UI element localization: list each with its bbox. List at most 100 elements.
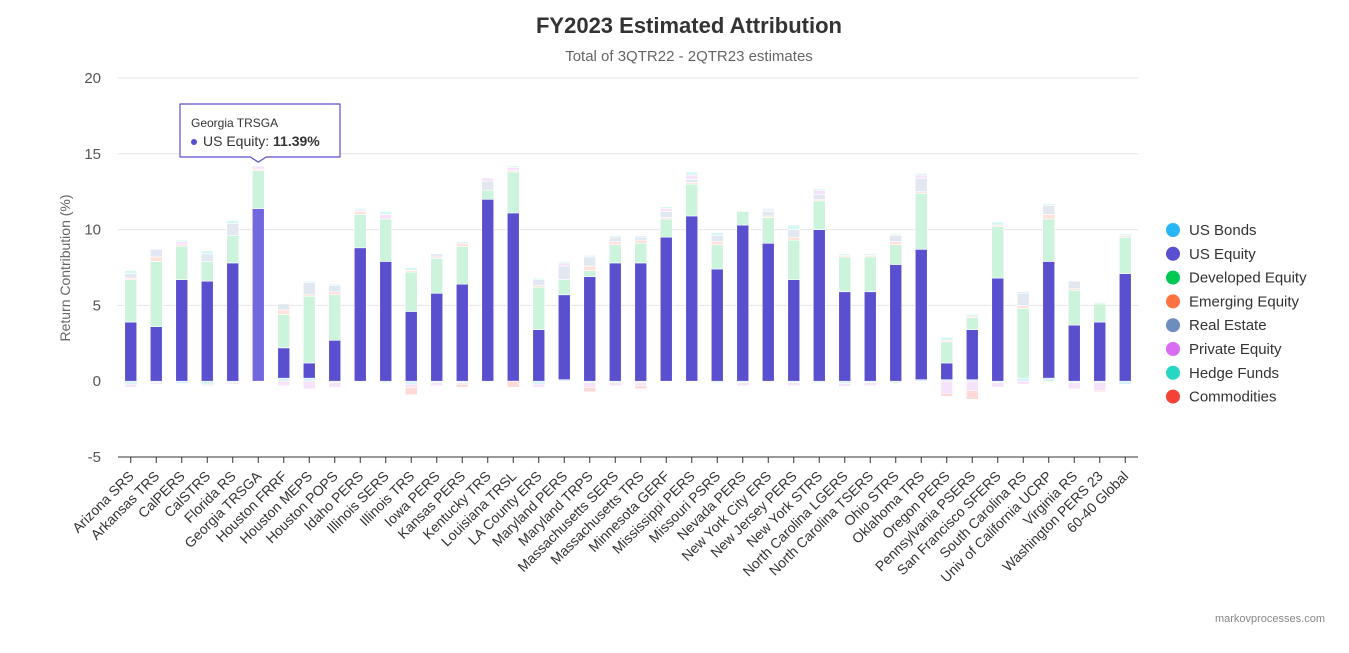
bar-stack[interactable]: [226, 220, 240, 385]
bar-segment[interactable]: [557, 265, 571, 280]
bar-segment[interactable]: [736, 382, 750, 387]
bar-segment[interactable]: [226, 220, 240, 224]
bar-segment[interactable]: [149, 326, 163, 382]
bar-stack[interactable]: [583, 255, 597, 393]
bar-stack[interactable]: [277, 303, 291, 387]
bar-stack[interactable]: [302, 280, 316, 390]
bar-segment[interactable]: [302, 377, 316, 382]
bar-segment[interactable]: [838, 253, 852, 256]
bar-segment[interactable]: [634, 239, 648, 244]
bar-segment[interactable]: [889, 241, 903, 246]
bar-segment[interactable]: [506, 165, 520, 168]
bar-segment[interactable]: [277, 303, 291, 311]
bar-segment[interactable]: [124, 383, 138, 388]
bar-segment[interactable]: [1067, 324, 1081, 382]
bar-segment[interactable]: [710, 241, 724, 246]
bar-segment[interactable]: [226, 382, 240, 385]
bar-stack[interactable]: [124, 270, 138, 388]
bar-segment[interactable]: [608, 235, 622, 238]
bar-segment[interactable]: [149, 249, 163, 258]
bar-stack[interactable]: [608, 235, 622, 387]
bar-segment[interactable]: [787, 224, 801, 230]
bar-segment[interactable]: [914, 173, 928, 176]
bar-segment[interactable]: [991, 277, 1005, 382]
bar-stack[interactable]: [863, 253, 877, 387]
bar-segment[interactable]: [1118, 380, 1132, 385]
bar-segment[interactable]: [812, 189, 826, 196]
bar-segment[interactable]: [1016, 292, 1030, 306]
bar-segment[interactable]: [481, 189, 495, 200]
bar-segment[interactable]: [787, 229, 801, 238]
bar-segment[interactable]: [532, 329, 546, 382]
bar-segment[interactable]: [583, 382, 597, 388]
bar-segment[interactable]: [379, 261, 393, 382]
bar-stack[interactable]: [736, 211, 750, 387]
bar-segment[interactable]: [1016, 308, 1030, 379]
bar-segment[interactable]: [124, 380, 138, 385]
bar-segment[interactable]: [1067, 382, 1081, 390]
bar-segment[interactable]: [200, 253, 214, 262]
bar-segment[interactable]: [328, 294, 342, 341]
bar-segment[interactable]: [1042, 377, 1056, 382]
bar-stack[interactable]: [659, 206, 673, 382]
bar-stack[interactable]: [251, 165, 265, 382]
bar-stack[interactable]: [940, 336, 954, 397]
legend-item[interactable]: US Bonds: [1166, 222, 1257, 239]
bar-segment[interactable]: [761, 211, 775, 217]
bar-segment[interactable]: [634, 382, 648, 387]
bar-segment[interactable]: [889, 264, 903, 382]
bar-stack[interactable]: [481, 177, 495, 382]
bar-segment[interactable]: [914, 177, 928, 192]
bar-stack[interactable]: [710, 232, 724, 384]
bar-segment[interactable]: [1118, 233, 1132, 236]
bar-segment[interactable]: [608, 244, 622, 264]
bar-segment[interactable]: [583, 256, 597, 267]
bar-segment[interactable]: [328, 283, 342, 286]
bar-segment[interactable]: [685, 174, 699, 180]
bar-segment[interactable]: [685, 183, 699, 217]
legend-item[interactable]: Private Equity: [1166, 341, 1282, 358]
bar-segment[interactable]: [1042, 205, 1056, 215]
bar-segment[interactable]: [481, 198, 495, 382]
credit-text[interactable]: markovprocesses.com: [1215, 613, 1325, 625]
bar-segment[interactable]: [149, 256, 163, 262]
bar-stack[interactable]: [1067, 280, 1081, 390]
bar-segment[interactable]: [302, 362, 316, 379]
bar-segment[interactable]: [557, 294, 571, 380]
bar-segment[interactable]: [506, 167, 520, 171]
bar-stack[interactable]: [838, 253, 852, 387]
bar-segment[interactable]: [226, 235, 240, 264]
legend-item[interactable]: Commodities: [1166, 389, 1277, 406]
bar-segment[interactable]: [430, 382, 444, 387]
bar-segment[interactable]: [353, 247, 367, 382]
legend-item[interactable]: US Equity: [1166, 246, 1256, 263]
bar-stack[interactable]: [557, 261, 571, 382]
bar-segment[interactable]: [889, 235, 903, 243]
legend-item[interactable]: Hedge Funds: [1166, 365, 1279, 382]
bar-segment[interactable]: [659, 206, 673, 209]
bar-stack[interactable]: [965, 314, 979, 400]
bar-segment[interactable]: [634, 242, 648, 264]
bar-stack[interactable]: [1016, 291, 1030, 385]
bar-segment[interactable]: [353, 211, 367, 215]
bar-segment[interactable]: [1067, 289, 1081, 326]
bar-segment[interactable]: [583, 270, 597, 277]
bar-stack[interactable]: [991, 221, 1005, 388]
bar-segment[interactable]: [404, 380, 418, 385]
bar-segment[interactable]: [889, 233, 903, 236]
bar-segment[interactable]: [200, 380, 214, 385]
bar-segment[interactable]: [175, 245, 189, 280]
bar-stack[interactable]: [379, 211, 393, 384]
bar-segment[interactable]: [404, 267, 418, 271]
bar-segment[interactable]: [1016, 377, 1030, 382]
bar-segment[interactable]: [251, 165, 265, 170]
bar-segment[interactable]: [965, 389, 979, 400]
bar-segment[interactable]: [914, 249, 928, 380]
bar-segment[interactable]: [455, 241, 469, 244]
bar-segment[interactable]: [710, 244, 724, 270]
bar-segment[interactable]: [1118, 236, 1132, 274]
bar-segment[interactable]: [124, 321, 138, 382]
bar-stack[interactable]: [1093, 302, 1107, 393]
bar-segment[interactable]: [277, 347, 291, 379]
bar-segment[interactable]: [379, 214, 393, 220]
